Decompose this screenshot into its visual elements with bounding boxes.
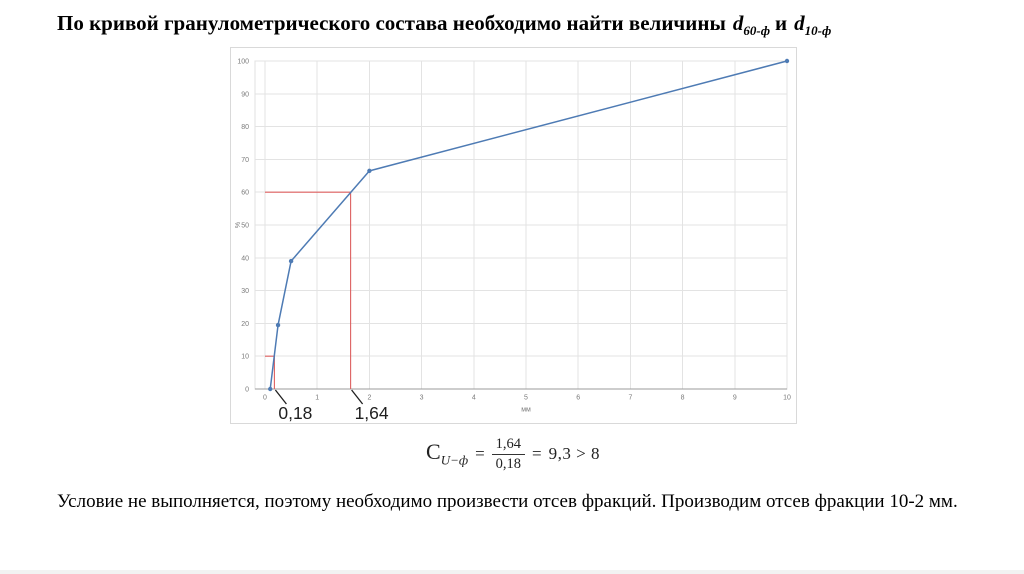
y-tick-label: 10 (241, 354, 249, 361)
data-point-marker (784, 58, 790, 64)
x-tick-label: 6 (576, 395, 580, 402)
x-tick-label: 0 (263, 395, 267, 402)
x-tick-label: 8 (681, 395, 685, 402)
y-tick-label: 0 (245, 387, 249, 394)
y-tick-label: 20 (241, 321, 249, 328)
formula-symbol-subscript: U−ф (440, 452, 469, 468)
x-tick-label: 3 (420, 395, 424, 402)
x-tick-label: 4 (472, 395, 476, 402)
y-tick-label: 40 (241, 255, 249, 262)
conclusion-text: Условие не выполняется, поэтому необходи… (57, 491, 958, 512)
formula-equals: = (475, 444, 485, 464)
title-d10-subscript: 10-ф (804, 23, 832, 39)
y-tick-label: 100 (237, 59, 249, 66)
slide-bottom-edge (0, 570, 1024, 574)
fraction-denominator: 0,18 (495, 455, 522, 472)
x-axis-title: мм (521, 407, 531, 414)
slide-title: По кривой гранулометрического состава не… (57, 11, 831, 39)
x-tick-label: 9 (733, 395, 737, 402)
guide-value-label: 1,64 (355, 403, 389, 423)
title-d60-symbol: d (732, 11, 744, 35)
x-tick-label: 2 (367, 395, 371, 402)
y-tick-label: 80 (241, 124, 249, 131)
y-tick-label: 60 (241, 190, 249, 197)
formula-symbol-letter: C (426, 439, 441, 465)
y-axis-title: % (235, 222, 242, 228)
x-tick-label: 5 (524, 395, 528, 402)
guide-leader-line (274, 389, 287, 405)
fraction-numerator: 1,64 (491, 436, 526, 455)
data-point-marker (275, 322, 281, 328)
title-variable-d10: d10-ф (794, 11, 832, 39)
data-point-marker (268, 386, 273, 392)
guide-leader-line (351, 389, 364, 405)
y-tick-label: 30 (241, 288, 249, 295)
formula-equals-2: = (532, 444, 542, 464)
title-variable-d60: d60-ф (732, 11, 770, 39)
grain-size-chart-svg: 0 10 20 30 40 50 60 70 80 90 100 0 1 2 3 4 5 6 7 8 9 10% мм 0,1… (235, 58, 791, 424)
grain-size-curve-chart: 0 10 20 30 40 50 60 70 80 90 100 0 1 2 3 4 5 6 7 8 9 10% мм 0,1… (230, 47, 797, 424)
uniformity-coefficient-formula: CU−ф = 1,64 0,18 = 9,3 > 8 (426, 436, 600, 472)
title-d60-subscript: 60-ф (743, 23, 770, 39)
x-tick-label: 7 (628, 395, 632, 402)
y-tick-label: 90 (241, 91, 249, 98)
data-point-marker (367, 168, 372, 174)
formula-result: 9,3 > 8 (548, 444, 600, 464)
y-tick-label: 50 (241, 223, 249, 230)
data-point-marker (288, 258, 294, 264)
y-tick-label: 70 (241, 157, 249, 164)
x-tick-label: 10 (783, 395, 791, 402)
title-conjunction: и (775, 11, 788, 35)
guide-value-label: 0,18 (278, 403, 312, 423)
title-text: По кривой гранулометрического состава не… (57, 11, 726, 35)
formula-fraction: 1,64 0,18 (491, 436, 526, 472)
title-d10-symbol: d (794, 11, 805, 35)
x-tick-label: 1 (315, 395, 319, 402)
formula-symbol: CU−ф (426, 439, 468, 468)
